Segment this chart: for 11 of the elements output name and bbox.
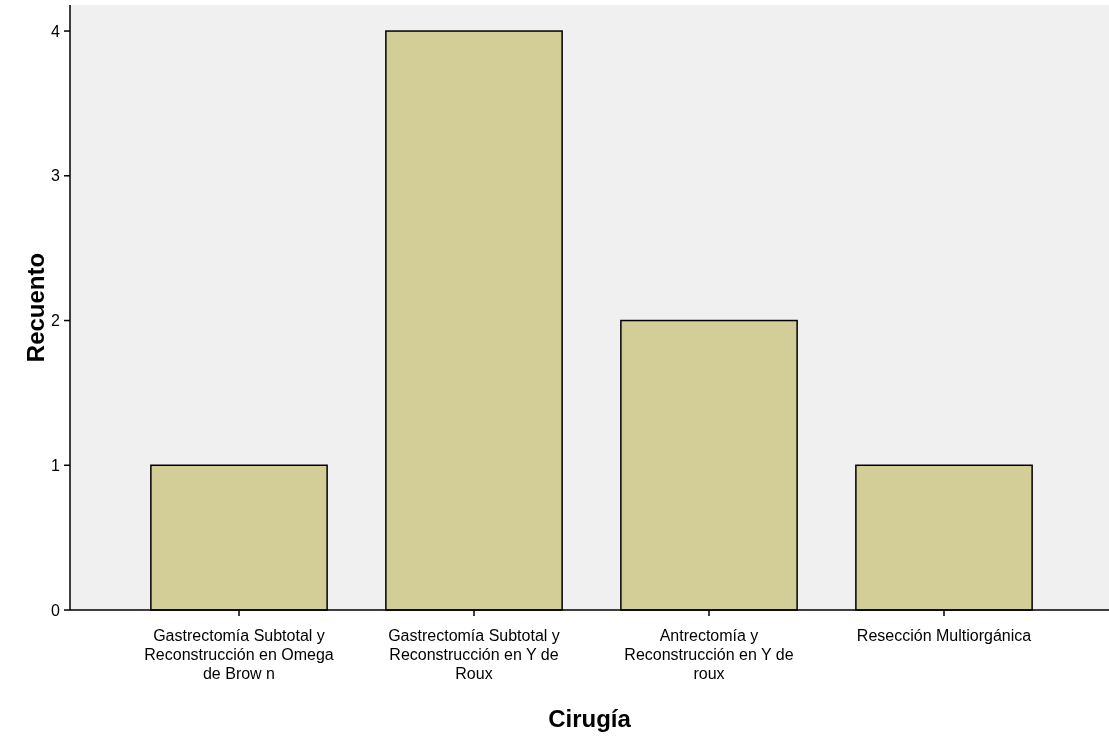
y-tick-label: 4 — [51, 22, 61, 40]
x-axis-title: Cirugía — [548, 705, 632, 732]
y-tick-label: 3 — [51, 167, 61, 185]
y-tick-label: 1 — [51, 456, 61, 474]
x-tick-label: Resección Multiorgánica — [856, 627, 1032, 644]
x-tick-label: Gastrectomía Subtotal y Reconstrucción en Y de Roux — [388, 627, 560, 682]
x-tick-label: Gastrectomía Subtotal y Reconstrucción en Omega de Brow n — [144, 627, 334, 682]
x-tick-label: Antrectomía y Reconstrucción en Y de roux — [624, 627, 794, 682]
y-tick-label: 2 — [51, 312, 61, 330]
y-axis-title: Recuento — [22, 252, 49, 363]
y-tick-label: 0 — [51, 601, 61, 619]
